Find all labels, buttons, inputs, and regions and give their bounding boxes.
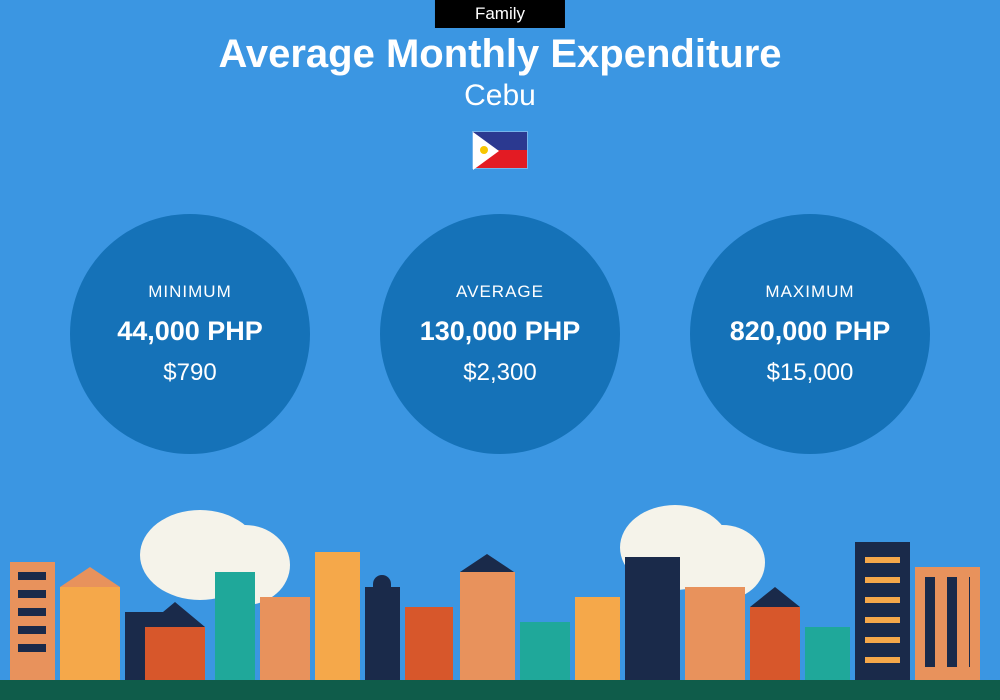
maximum-circle: MAXIMUM 820,000 PHP $15,000 bbox=[690, 214, 930, 454]
building-icon bbox=[915, 567, 980, 682]
building-icon bbox=[855, 542, 910, 682]
philippines-flag-icon bbox=[472, 131, 528, 169]
minimum-usd: $790 bbox=[163, 359, 216, 387]
building-icon bbox=[145, 627, 205, 682]
maximum-label: MAXIMUM bbox=[765, 282, 854, 302]
building-icon bbox=[685, 587, 745, 682]
average-label: AVERAGE bbox=[456, 282, 544, 302]
building-icon bbox=[10, 562, 55, 682]
building-icon bbox=[750, 607, 800, 682]
average-usd: $2,300 bbox=[463, 359, 536, 387]
building-icon bbox=[405, 607, 453, 682]
building-icon bbox=[260, 597, 310, 682]
maximum-value: 820,000 PHP bbox=[730, 316, 891, 347]
building-icon bbox=[520, 622, 570, 682]
minimum-label: MINIMUM bbox=[148, 282, 231, 302]
minimum-circle: MINIMUM 44,000 PHP $790 bbox=[70, 214, 310, 454]
minimum-value: 44,000 PHP bbox=[117, 316, 263, 347]
category-tag: Family bbox=[435, 0, 565, 28]
cityscape-illustration bbox=[0, 500, 1000, 700]
building-icon bbox=[215, 572, 255, 682]
maximum-usd: $15,000 bbox=[767, 359, 854, 387]
building-icon bbox=[460, 572, 515, 682]
average-value: 130,000 PHP bbox=[420, 316, 581, 347]
average-circle: AVERAGE 130,000 PHP $2,300 bbox=[380, 214, 620, 454]
building-icon bbox=[805, 627, 850, 682]
location-subtitle: Cebu bbox=[0, 79, 1000, 113]
building-icon bbox=[60, 587, 120, 682]
building-icon bbox=[315, 552, 360, 682]
building-icon bbox=[575, 597, 620, 682]
ground bbox=[0, 680, 1000, 700]
building-icon bbox=[625, 557, 680, 682]
page-title: Average Monthly Expenditure bbox=[0, 32, 1000, 77]
building-icon bbox=[365, 587, 400, 682]
stat-circles: MINIMUM 44,000 PHP $790 AVERAGE 130,000 … bbox=[0, 214, 1000, 454]
